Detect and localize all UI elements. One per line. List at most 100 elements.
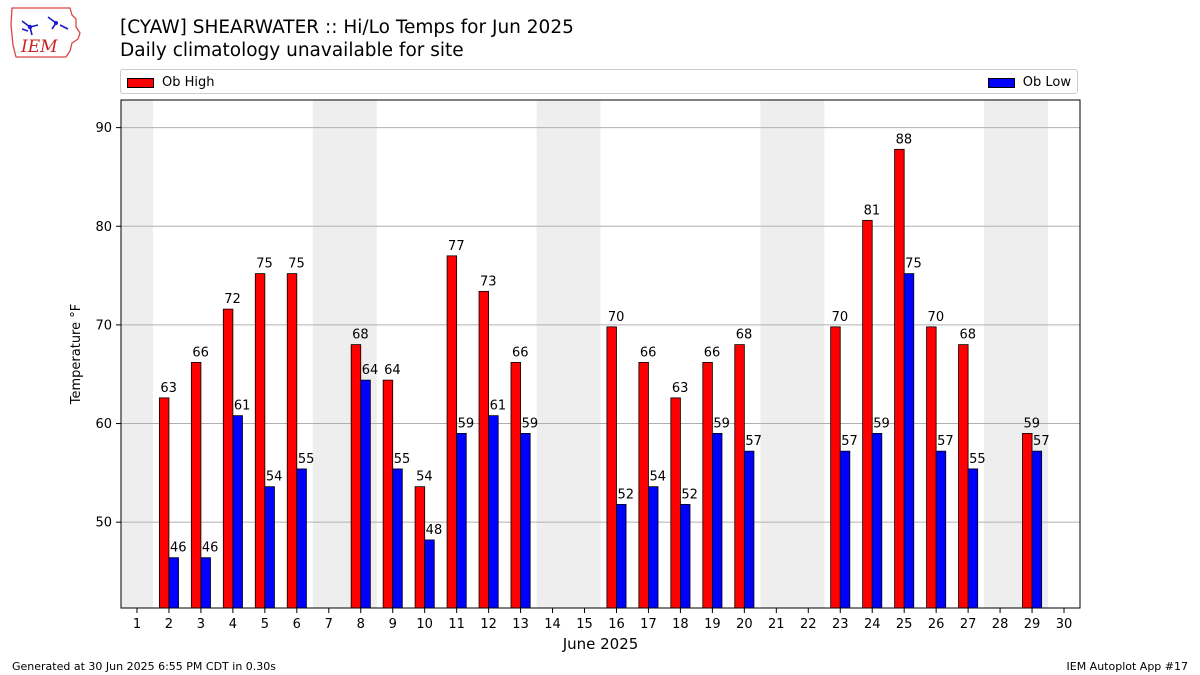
bar-low — [488, 415, 499, 609]
x-tick-label: 7 — [325, 617, 333, 632]
data-label-high: 75 — [288, 257, 305, 272]
y-tick-label: 70 — [95, 318, 112, 333]
x-tick-label: 30 — [1056, 617, 1073, 632]
x-tick-label: 27 — [960, 617, 977, 632]
bar-high — [382, 379, 394, 609]
y-tick-label: 80 — [95, 220, 112, 235]
x-tick-label: 18 — [672, 617, 689, 632]
bar-high — [830, 326, 841, 609]
x-tick-label: 11 — [448, 617, 465, 632]
legend-item-low: Ob Low — [987, 75, 1071, 90]
data-label-high: 66 — [640, 345, 657, 360]
legend-label-low: Ob Low — [1022, 75, 1071, 90]
data-label-high: 54 — [416, 470, 433, 485]
data-label-low: 55 — [298, 452, 315, 467]
data-label-low: 61 — [234, 399, 251, 414]
y-tick-label: 90 — [95, 121, 112, 136]
bar-low — [871, 433, 883, 609]
data-label-low: 57 — [1033, 434, 1050, 449]
data-label-high: 66 — [192, 345, 209, 360]
x-tick-label: 26 — [928, 617, 945, 632]
bar-high — [670, 397, 681, 609]
data-label-high: 68 — [960, 328, 977, 343]
data-label-high: 73 — [480, 274, 497, 289]
data-label-high: 70 — [608, 310, 625, 325]
y-tick-label: 50 — [95, 516, 112, 531]
legend-swatch-low — [987, 77, 1015, 88]
x-tick-label: 12 — [480, 617, 497, 632]
data-label-low: 46 — [202, 541, 219, 556]
bar-low — [935, 450, 947, 609]
weekend-band — [121, 100, 153, 608]
bar-low — [903, 273, 915, 609]
x-tick-label: 19 — [704, 617, 721, 632]
legend: Ob High Ob Low — [120, 69, 1078, 94]
bar-low — [616, 504, 627, 609]
bar-high — [638, 361, 649, 609]
chart-title: [CYAW] SHEARWATER :: Hi/Lo Temps for Jun… — [120, 17, 574, 38]
x-tick-label: 2 — [165, 617, 173, 632]
bar-low — [680, 504, 691, 609]
weekend-band — [536, 100, 601, 608]
data-label-low: 54 — [649, 470, 666, 485]
bar-low — [743, 450, 755, 609]
data-label-low: 57 — [745, 434, 762, 449]
data-label-high: 68 — [352, 328, 369, 343]
data-label-low: 52 — [681, 487, 698, 502]
data-label-high: 70 — [928, 310, 945, 325]
data-label-low: 57 — [937, 434, 954, 449]
iem-logo: IEM — [10, 7, 81, 58]
legend-swatch-high — [127, 77, 154, 88]
bar-low — [967, 468, 979, 609]
data-label-low: 59 — [458, 416, 475, 431]
bar-low — [200, 557, 211, 609]
bar-high — [958, 344, 969, 609]
bar-high — [350, 344, 362, 609]
x-tick-label: 24 — [864, 617, 881, 632]
data-label-low: 55 — [969, 452, 986, 467]
x-tick-label: 4 — [229, 617, 237, 632]
data-label-low: 59 — [873, 416, 890, 431]
bar-low — [648, 486, 659, 609]
data-label-low: 48 — [426, 523, 443, 538]
y-tick-label: 60 — [95, 417, 112, 432]
data-label-high: 72 — [224, 292, 241, 307]
bar-high — [286, 273, 298, 609]
x-tick-label: 15 — [576, 617, 593, 632]
bar-low — [424, 539, 435, 609]
bar-high — [254, 273, 266, 609]
bar-low — [1031, 450, 1043, 609]
data-label-low: 75 — [905, 257, 922, 272]
data-label-high: 63 — [672, 381, 689, 396]
data-label-low: 54 — [266, 470, 283, 485]
bar-high — [190, 361, 202, 609]
x-tick-label: 10 — [416, 617, 433, 632]
data-label-high: 75 — [256, 257, 273, 272]
data-label-high: 66 — [704, 345, 721, 360]
bar-high — [414, 486, 426, 609]
bar-high — [894, 148, 905, 609]
legend-item-high: Ob High — [127, 75, 215, 90]
data-label-high: 81 — [864, 203, 881, 218]
footer-generated: Generated at 30 Jun 2025 6:55 PM CDT in … — [12, 660, 277, 673]
bar-high — [446, 255, 458, 609]
bar-high — [1022, 433, 1033, 609]
bar-low — [232, 415, 243, 609]
data-label-low: 61 — [490, 399, 507, 414]
x-tick-label: 13 — [512, 617, 529, 632]
x-tick-label: 6 — [293, 617, 301, 632]
x-tick-label: 3 — [197, 617, 205, 632]
chart-subtitle: Daily climatology unavailable for site — [120, 40, 464, 61]
x-tick-label: 20 — [736, 617, 753, 632]
weekend-band — [760, 100, 825, 608]
x-tick-label: 21 — [768, 617, 785, 632]
data-label-high: 77 — [448, 239, 465, 254]
bar-low — [360, 379, 371, 609]
data-label-high: 63 — [160, 381, 177, 396]
x-tick-label: 16 — [608, 617, 625, 632]
x-tick-label: 9 — [389, 617, 397, 632]
bar-high — [222, 308, 234, 609]
bar-high — [158, 397, 170, 609]
bar-high — [510, 361, 521, 609]
x-tick-label: 29 — [1024, 617, 1041, 632]
